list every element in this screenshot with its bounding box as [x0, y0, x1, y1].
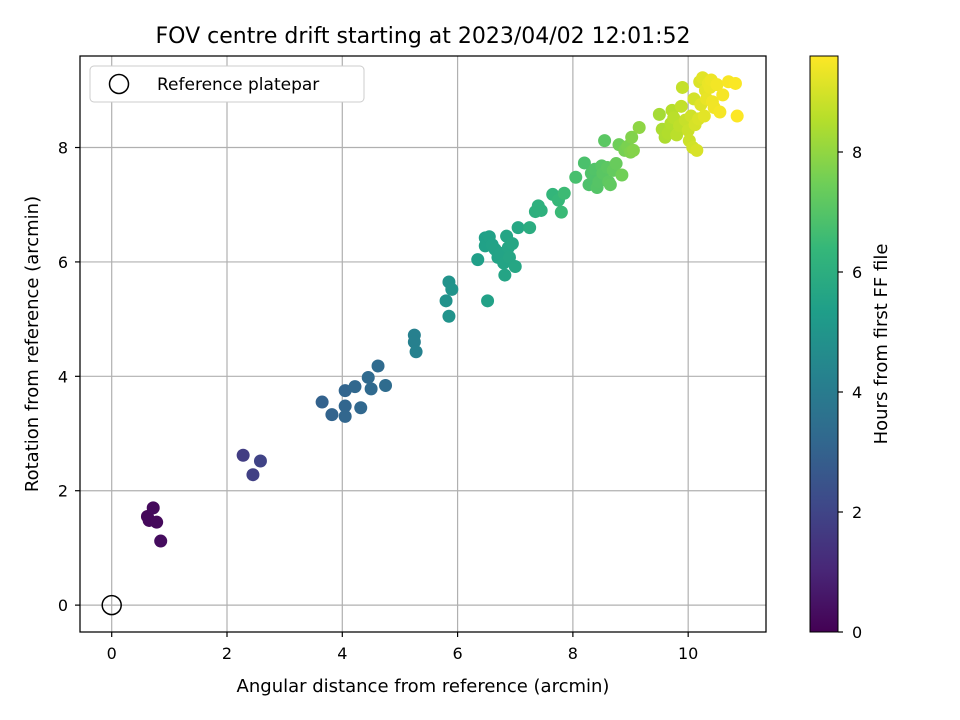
data-point: [511, 221, 525, 235]
data-point: [690, 143, 704, 157]
chart-title: FOV centre drift starting at 2023/04/02 …: [156, 24, 691, 49]
data-point: [674, 99, 688, 113]
data-point: [338, 384, 352, 398]
data-point: [603, 178, 617, 192]
plot-area: 0 2 4 6 8 10 0 2 4 6 8: [58, 55, 767, 663]
data-point: [442, 309, 456, 323]
data-point: [554, 205, 568, 219]
data-point: [481, 294, 495, 308]
data-point: [609, 157, 623, 171]
y-tick-label: 8: [58, 139, 68, 158]
data-point: [407, 335, 421, 349]
data-point: [697, 109, 711, 123]
data-point: [626, 143, 640, 157]
y-tick-label: 0: [58, 596, 68, 615]
data-point: [146, 501, 160, 515]
data-point: [713, 105, 727, 119]
data-point: [315, 395, 329, 409]
data-point: [338, 409, 352, 423]
data-point: [150, 515, 164, 529]
data-point: [371, 359, 385, 373]
legend-label-reference: Reference platepar: [157, 75, 319, 95]
plot-frame: [79, 55, 767, 633]
data-point: [534, 203, 548, 217]
legend-marker-reference: [108, 73, 130, 95]
points-layer: [101, 71, 744, 616]
colorbar-tick-label: 8: [852, 143, 862, 162]
data-point: [409, 345, 423, 359]
data-point: [716, 88, 730, 102]
data-point: [325, 408, 339, 422]
colorbar-tick-label: 6: [852, 263, 862, 282]
data-point: [675, 80, 689, 94]
data-point: [728, 76, 742, 90]
data-point: [652, 107, 666, 121]
data-point: [523, 221, 537, 235]
data-point: [364, 382, 378, 396]
data-point: [471, 253, 485, 267]
data-point: [154, 534, 168, 548]
colorbar: 0 2 4 6 8 Hours from first FF file: [809, 55, 892, 642]
colorbar-label: Hours from first FF file: [871, 244, 892, 445]
data-point: [379, 378, 393, 392]
data-point: [508, 259, 522, 273]
data-point: [557, 186, 571, 200]
x-tick-label: 4: [337, 644, 347, 663]
data-point: [338, 399, 352, 413]
data-point: [632, 120, 646, 134]
data-point: [615, 168, 629, 182]
x-tick-label: 2: [222, 644, 232, 663]
y-tick-label: 6: [58, 253, 68, 272]
colorbar-tick-label: 4: [852, 383, 862, 402]
data-point: [445, 282, 459, 296]
grid-layer: [80, 56, 766, 632]
x-tick-label: 0: [107, 644, 117, 663]
data-point: [354, 401, 368, 415]
data-point: [253, 454, 267, 468]
data-point: [598, 134, 612, 148]
data-point: [577, 156, 591, 170]
x-tick-label: 10: [678, 644, 698, 663]
data-point: [361, 370, 375, 384]
data-point: [625, 130, 639, 144]
colorbar-tick-label: 2: [852, 503, 862, 522]
data-point: [246, 468, 260, 482]
ticks-layer: 0 2 4 6 8 10 0 2 4 6 8: [58, 139, 699, 663]
data-point: [505, 237, 519, 251]
y-axis-label: Rotation from reference (arcmin): [22, 196, 43, 492]
data-point: [498, 268, 512, 282]
colorbar-ticks: 0 2 4 6 8: [838, 143, 862, 642]
data-point: [439, 294, 453, 308]
x-tick-label: 6: [452, 644, 462, 663]
colorbar-gradient: [809, 55, 839, 633]
data-point: [730, 109, 744, 123]
data-point: [236, 448, 250, 462]
y-tick-label: 4: [58, 367, 68, 386]
y-tick-label: 2: [58, 482, 68, 501]
x-tick-label: 8: [568, 644, 578, 663]
data-point: [348, 380, 362, 394]
legend-box: [89, 65, 365, 103]
legend: Reference platepar: [89, 65, 365, 103]
reference-point-marker: [101, 594, 122, 616]
x-axis-label: Angular distance from reference (arcmin): [237, 676, 610, 697]
colorbar-tick-label: 0: [852, 623, 862, 642]
data-point: [710, 78, 724, 92]
data-point: [569, 170, 583, 184]
